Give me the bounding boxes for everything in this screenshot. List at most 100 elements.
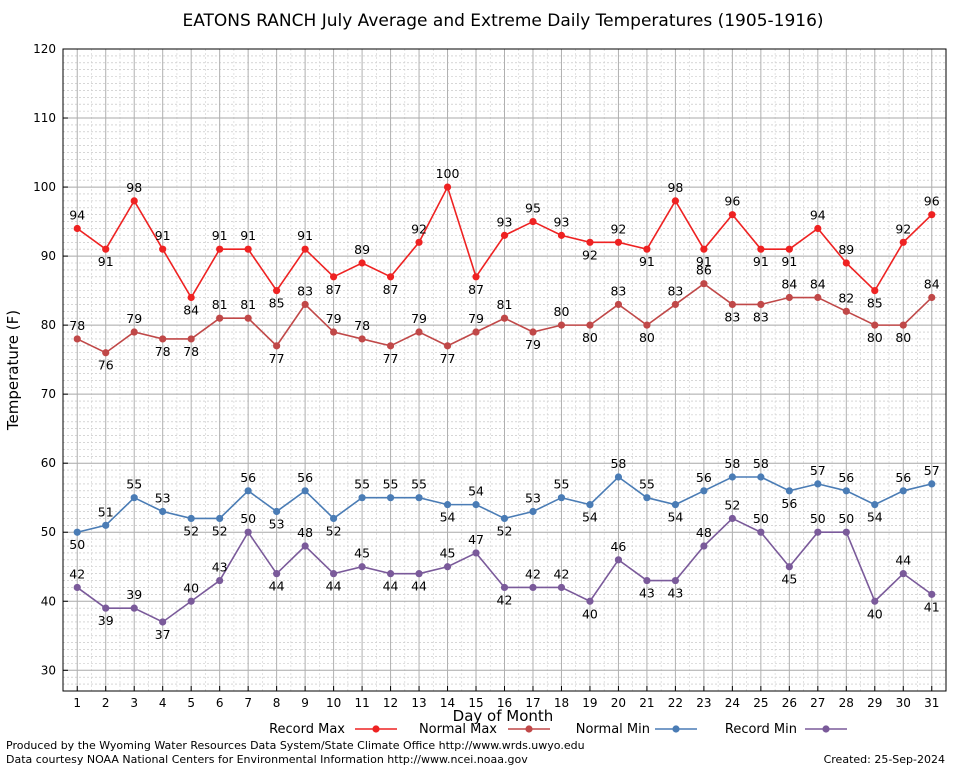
record-max-data-label: 100 (436, 166, 460, 181)
x-tick-label: 13 (411, 696, 426, 710)
x-tick-label: 30 (896, 696, 911, 710)
normal-max-data-label: 83 (753, 309, 769, 324)
record-min-point (928, 590, 936, 598)
normal-max-point (443, 342, 452, 350)
normal-max-point (842, 307, 850, 315)
normal-min-point (842, 487, 850, 495)
x-tick-label: 10 (326, 696, 341, 710)
series-normal-max: 78 76 79 78 78 81 81 77 83 79 78 77 79 77 79 81 79 80 80 83… (69, 263, 939, 373)
x-tick-label: 6 (216, 696, 224, 710)
x-tick-label: 19 (582, 696, 597, 710)
normal-min-data-label: 58 (753, 456, 769, 471)
record-max-point (586, 238, 594, 246)
normal-max-point (500, 314, 509, 322)
record-max-data-label: 93 (554, 214, 570, 229)
record-min-point (102, 604, 110, 612)
normal-min-data-label: 52 (497, 523, 513, 538)
normal-max-point (728, 300, 736, 309)
record-min-data-label: 43 (639, 586, 655, 601)
record-max-data-label: 91 (297, 228, 313, 243)
y-tick-label: 70 (41, 387, 56, 401)
normal-max-data-label: 83 (724, 309, 740, 324)
normal-min-data-label: 56 (838, 470, 854, 485)
normal-min-point (358, 494, 366, 502)
normal-min-point (500, 514, 509, 523)
x-tick-label: 27 (810, 696, 825, 710)
normal-max-data-label: 77 (440, 351, 456, 366)
x-tick-label: 22 (668, 696, 683, 710)
record-min-point (358, 563, 366, 571)
x-tick-label: 4 (159, 696, 167, 710)
record-min-point (842, 528, 850, 536)
normal-min-data-label: 57 (924, 463, 940, 478)
record-min-data-label: 45 (440, 546, 456, 561)
normal-min-data-label: 54 (468, 484, 484, 499)
normal-max-data-label: 81 (212, 297, 228, 312)
record-max-data-label: 98 (126, 180, 142, 195)
record-max-data-label: 94 (69, 207, 85, 222)
record-max-data-label: 89 (354, 242, 370, 257)
record-min-point (586, 597, 594, 605)
normal-min-point (301, 487, 309, 495)
normal-min-point (472, 501, 480, 509)
x-tick-label: 25 (753, 696, 768, 710)
normal-max-point (73, 335, 81, 343)
x-tick-label: 16 (497, 696, 512, 710)
x-tick-label: 21 (639, 696, 654, 710)
normal-min-data-label: 53 (269, 517, 285, 532)
record-max-data-label: 87 (326, 282, 342, 297)
normal-min-point (273, 507, 281, 516)
record-max-point (557, 231, 566, 239)
normal-min-point (614, 473, 623, 481)
normal-min-point (871, 501, 879, 509)
record-max-data-label: 92 (582, 247, 598, 262)
record-max-data-label: 94 (810, 207, 826, 222)
normal-min-point (216, 514, 224, 523)
footer-produced-by: Produced by the Wyoming Water Resources … (6, 739, 585, 752)
record-max-data-label: 92 (610, 221, 626, 236)
normal-min-data-label: 56 (297, 470, 313, 485)
record-max-point (899, 238, 907, 246)
record-max-data-label: 96 (924, 194, 940, 209)
x-tick-label: 23 (696, 696, 711, 710)
normal-max-data-label: 78 (354, 318, 370, 333)
record-min-data-label: 52 (724, 497, 740, 512)
record-max-data-label: 91 (639, 254, 655, 269)
normal-min-point (785, 487, 793, 495)
normal-max-data-label: 80 (895, 330, 911, 345)
normal-min-data-label: 58 (610, 456, 626, 471)
normal-max-point (273, 342, 281, 350)
record-min-point (529, 583, 537, 592)
record-max-data-label: 98 (667, 180, 683, 195)
normal-max-point (187, 335, 195, 343)
normal-max-point (329, 328, 338, 336)
record-min-data-label: 40 (183, 580, 199, 595)
record-min-point (472, 549, 480, 557)
record-max-point (415, 238, 423, 246)
record-min-point (159, 618, 167, 626)
normal-min-data-label: 54 (582, 510, 598, 525)
record-min-point (728, 514, 736, 523)
record-max-point (273, 287, 281, 295)
normal-max-data-label: 80 (639, 330, 655, 345)
record-max-data-label: 91 (212, 228, 228, 243)
record-max-point (244, 245, 252, 253)
record-min-data-label: 47 (468, 532, 484, 547)
y-tick-label: 90 (41, 249, 56, 263)
record-min-point (814, 528, 822, 536)
record-max-data-label: 89 (838, 242, 854, 257)
x-tick-label: 14 (440, 696, 455, 710)
record-min-data-label: 44 (895, 553, 911, 568)
record-min-data-label: 50 (240, 511, 256, 526)
normal-min-data-label: 52 (183, 523, 199, 538)
normal-min-data-label: 56 (696, 470, 712, 485)
x-tick-label: 20 (611, 696, 626, 710)
record-min-data-label: 44 (269, 579, 285, 594)
record-min-data-label: 44 (383, 579, 399, 594)
normal-min-point (102, 521, 110, 529)
x-tick-label: 29 (867, 696, 882, 710)
record-min-data-label: 42 (554, 566, 570, 581)
footer-data-courtesy: Data courtesy NOAA National Centers for … (6, 753, 528, 766)
record-max-point (500, 231, 509, 239)
normal-max-point (928, 293, 936, 302)
